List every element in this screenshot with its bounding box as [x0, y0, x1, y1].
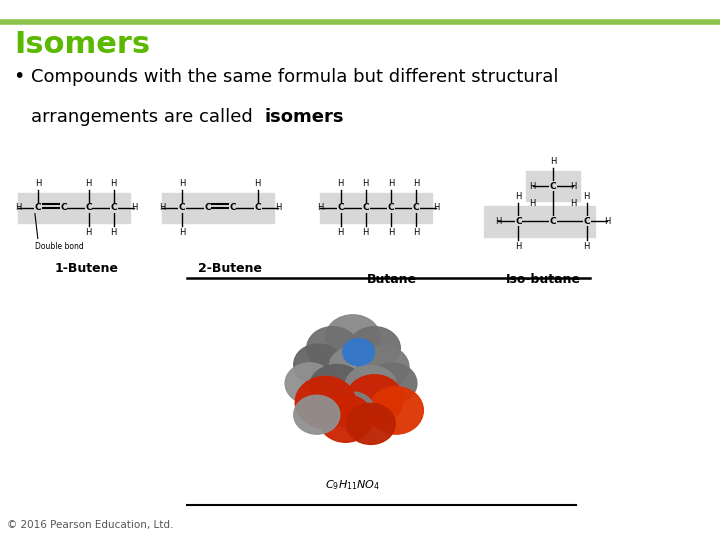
Text: H: H — [413, 179, 419, 187]
Text: Butane: Butane — [367, 273, 418, 286]
Text: C: C — [254, 204, 261, 212]
Ellipse shape — [368, 363, 417, 404]
Text: H: H — [413, 228, 419, 237]
Text: $C_9H_{11}NO_4$: $C_9H_{11}NO_4$ — [325, 478, 380, 492]
Text: H: H — [179, 228, 185, 237]
Text: H: H — [338, 179, 343, 187]
Text: H: H — [338, 228, 343, 237]
Text: H: H — [433, 204, 439, 212]
Ellipse shape — [310, 364, 364, 408]
Text: 1-Butene: 1-Butene — [55, 262, 118, 275]
Text: H: H — [388, 228, 394, 237]
Text: H: H — [111, 179, 117, 187]
Text: C: C — [337, 204, 344, 212]
Text: •: • — [13, 68, 24, 86]
Text: 2-Butene: 2-Butene — [199, 262, 262, 275]
Text: C: C — [413, 204, 420, 212]
Text: H: H — [131, 204, 137, 212]
Text: H: H — [318, 204, 323, 212]
Bar — [484, 206, 595, 237]
Text: C: C — [60, 204, 67, 212]
Text: C: C — [110, 204, 117, 212]
Text: H: H — [584, 242, 590, 251]
Text: C: C — [35, 204, 42, 212]
Ellipse shape — [294, 344, 343, 385]
Ellipse shape — [348, 327, 400, 370]
Ellipse shape — [295, 376, 356, 428]
Ellipse shape — [345, 366, 397, 407]
Text: C: C — [179, 204, 186, 212]
Text: H: H — [495, 217, 501, 226]
Text: H: H — [35, 179, 41, 187]
Text: H: H — [179, 179, 185, 187]
Text: H: H — [255, 179, 261, 187]
Text: H: H — [570, 199, 576, 208]
Text: H: H — [550, 157, 556, 166]
Text: H: H — [584, 192, 590, 201]
Text: © 2016 Pearson Education, Ltd.: © 2016 Pearson Education, Ltd. — [7, 520, 174, 530]
Bar — [162, 193, 274, 223]
Text: H: H — [111, 228, 117, 237]
Ellipse shape — [285, 363, 334, 404]
Ellipse shape — [369, 387, 423, 434]
Text: C: C — [229, 204, 236, 212]
Text: Iso-butane: Iso-butane — [506, 273, 581, 286]
Text: H: H — [159, 204, 165, 212]
Ellipse shape — [294, 395, 340, 434]
Text: H: H — [604, 217, 610, 226]
Text: H: H — [530, 199, 536, 208]
Text: H: H — [388, 179, 394, 187]
Ellipse shape — [346, 375, 403, 424]
Text: H: H — [86, 228, 91, 237]
Text: C: C — [549, 182, 557, 191]
Text: isomers: isomers — [265, 108, 344, 126]
Text: C: C — [549, 217, 557, 226]
Text: Compounds with the same formula but different structural: Compounds with the same formula but diff… — [31, 68, 559, 85]
Ellipse shape — [331, 392, 374, 429]
Text: Double bond: Double bond — [35, 242, 84, 252]
Text: H: H — [363, 228, 369, 237]
Bar — [526, 171, 580, 201]
Ellipse shape — [318, 395, 373, 442]
Ellipse shape — [329, 346, 384, 389]
Text: arrangements are called: arrangements are called — [31, 108, 258, 126]
Text: H: H — [15, 204, 21, 212]
Text: H: H — [516, 192, 521, 201]
Text: H: H — [530, 182, 536, 191]
Text: H: H — [516, 242, 521, 251]
Ellipse shape — [346, 403, 395, 444]
Text: H: H — [275, 204, 281, 212]
Ellipse shape — [357, 346, 409, 389]
Ellipse shape — [343, 339, 374, 366]
Text: Isomers: Isomers — [14, 30, 150, 59]
Text: C: C — [387, 204, 395, 212]
Bar — [320, 193, 432, 223]
Text: C: C — [204, 204, 211, 212]
Text: H: H — [86, 179, 91, 187]
Text: C: C — [515, 217, 522, 226]
Text: C: C — [85, 204, 92, 212]
Ellipse shape — [325, 315, 380, 360]
Ellipse shape — [307, 327, 359, 370]
Text: C: C — [362, 204, 369, 212]
Text: H: H — [570, 182, 576, 191]
Bar — [18, 193, 130, 223]
Text: C: C — [583, 217, 590, 226]
Text: H: H — [363, 179, 369, 187]
